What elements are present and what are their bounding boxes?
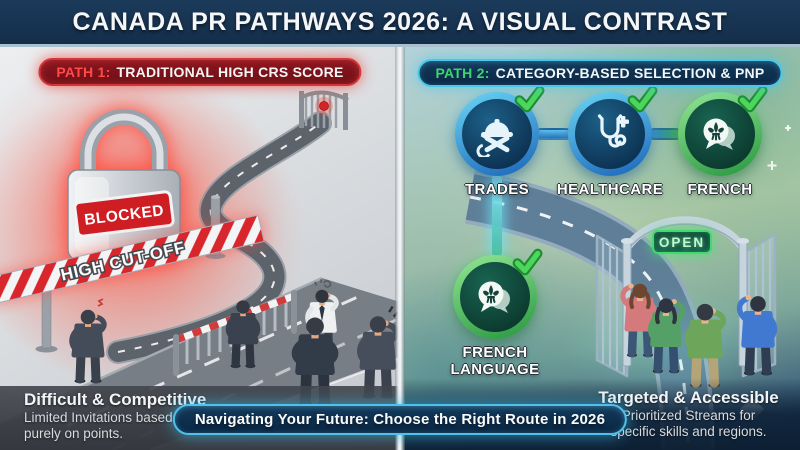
category-healthcare-label: HEALTHCARE <box>556 181 664 198</box>
panel-divider <box>395 47 405 450</box>
trades-icon <box>476 119 513 157</box>
person-right-3 <box>684 303 726 388</box>
path2-panel: PATH 2: CATEGORY-BASED SELECTION & PNP <box>400 47 800 450</box>
path2-header: PATH 2: CATEGORY-BASED SELECTION & PNP <box>417 59 783 87</box>
gate-open-label: OPEN <box>658 234 706 250</box>
french-icon <box>703 118 735 150</box>
path2-title: CATEGORY-BASED SELECTION & PNP <box>495 65 765 81</box>
category-french-label: FRENCH <box>687 181 753 198</box>
french-language-icon <box>478 281 510 313</box>
path2-summary-heading: Targeted & Accessible <box>598 388 779 408</box>
path1-title: TRADITIONAL HIGH CRS SCORE <box>116 64 344 80</box>
lock-icon: BLOCKED <box>67 109 181 261</box>
category-french-language-label: FRENCH LANGUAGE <box>450 344 540 378</box>
person-right-2 <box>648 298 686 374</box>
path1-header: PATH 1: TRADITIONAL HIGH CRS SCORE <box>38 58 362 86</box>
category-french-language: FRENCH LANGUAGE <box>450 248 543 377</box>
path1-prefix: PATH 1: <box>56 64 111 80</box>
person-left-1 <box>69 298 107 384</box>
closed-gate <box>299 90 349 130</box>
red-light-icon <box>319 101 329 111</box>
category-french: FRENCH <box>678 85 768 198</box>
checkmark-icon <box>512 248 543 276</box>
bottom-banner-label: Navigating Your Future: Choose the Right… <box>194 411 606 428</box>
title-bar: CANADA PR PATHWAYS 2026: A VISUAL CONTRA… <box>0 0 800 47</box>
person-left-2 <box>225 300 261 369</box>
comparison-panels: BLOCKED HIGH CUT-OFF <box>0 47 800 450</box>
connector-trades-healthcare <box>535 128 572 140</box>
bottom-banner: Navigating Your Future: Choose the Right… <box>172 404 628 435</box>
category-trades-label: TRADES <box>464 181 530 198</box>
healthcare-icon <box>597 114 629 148</box>
path1-summary-line2: purely on points. <box>24 426 124 442</box>
checkmark-icon <box>737 85 768 113</box>
path1-summary: Difficult & Competitive Limited Invitati… <box>24 390 206 442</box>
path1-summary-heading: Difficult & Competitive <box>24 390 207 410</box>
path2-prefix: PATH 2: <box>435 65 490 81</box>
checkmark-icon <box>627 85 658 113</box>
path2-summary: Targeted & Accessible Prioritized Stream… <box>581 388 796 440</box>
connector-vertical <box>492 174 502 257</box>
connector-healthcare-french <box>648 128 682 140</box>
path2-summary-line1: Prioritized Streams for <box>621 408 756 424</box>
french-language-line2: LANGUAGE <box>450 360 540 378</box>
category-trades: TRADES <box>455 85 545 198</box>
person-right-4 <box>736 294 778 376</box>
blocked-sign: BLOCKED <box>73 190 175 238</box>
gate-open-sign: OPEN <box>652 230 712 254</box>
path2-summary-line2: specific skills and regions. <box>610 424 767 440</box>
category-healthcare: HEALTHCARE <box>557 85 663 198</box>
path1-summary-line1: Limited Invitations based <box>24 410 173 426</box>
person-right-1 <box>620 283 658 358</box>
french-language-line1: FRENCH <box>462 344 528 361</box>
path1-panel: BLOCKED HIGH CUT-OFF <box>0 47 400 450</box>
page-title: CANADA PR PATHWAYS 2026: A VISUAL CONTRA… <box>72 7 728 36</box>
checkmark-icon <box>514 85 545 113</box>
